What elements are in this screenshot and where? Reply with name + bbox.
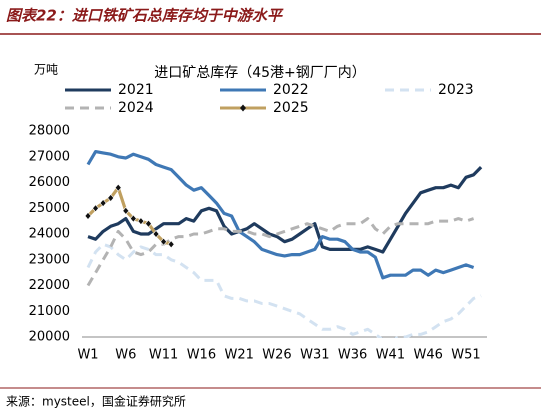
point-marker bbox=[92, 204, 99, 213]
y-tick-label: 26000 bbox=[29, 175, 70, 190]
y-tick-label: 23000 bbox=[29, 252, 70, 267]
source: 来源：mysteel，国金证券研究所 bbox=[6, 394, 186, 409]
legend-label: 2021 bbox=[118, 82, 154, 98]
series-line bbox=[86, 150, 475, 280]
x-tick-label: W51 bbox=[451, 348, 480, 363]
legend-label: 2023 bbox=[438, 82, 474, 98]
y-tick-label: 27000 bbox=[29, 149, 70, 164]
series-line bbox=[86, 242, 482, 338]
legend-marker bbox=[240, 104, 246, 112]
x-tick-label: W41 bbox=[376, 348, 405, 363]
series-line bbox=[87, 165, 483, 254]
header: 图表22：进口铁矿石总库存均于中游水平 bbox=[6, 7, 284, 25]
point-marker bbox=[84, 212, 92, 220]
point-marker bbox=[145, 219, 152, 228]
legend-label: 2025 bbox=[273, 100, 309, 116]
point-marker bbox=[107, 193, 115, 202]
legend-label: 2024 bbox=[118, 100, 154, 116]
point-marker bbox=[114, 183, 122, 192]
point-marker bbox=[160, 237, 167, 246]
y-tick-label: 22000 bbox=[29, 278, 70, 293]
y-tick-label: 21000 bbox=[29, 304, 70, 319]
x-tick-label: W26 bbox=[262, 348, 291, 363]
y-tick-label: 24000 bbox=[29, 227, 70, 242]
chart-title: 进口矿总库存（45港+钢厂厂内） bbox=[154, 65, 366, 81]
y-tick-label: 20000 bbox=[29, 330, 70, 345]
series-line bbox=[86, 217, 475, 287]
x-tick-label: W6 bbox=[115, 348, 136, 363]
y-tick-label: 25000 bbox=[29, 201, 70, 216]
x-tick-label: W31 bbox=[300, 348, 329, 363]
x-tick-label: W36 bbox=[338, 348, 367, 363]
x-tick-label: W11 bbox=[149, 348, 178, 363]
point-marker bbox=[129, 214, 137, 223]
y-unit: 万吨 bbox=[34, 63, 58, 77]
point-marker bbox=[152, 230, 160, 238]
x-tick-label: W21 bbox=[224, 348, 253, 363]
x-tick-label: W1 bbox=[77, 348, 98, 363]
x-tick-label: W46 bbox=[413, 348, 442, 363]
point-marker bbox=[167, 240, 175, 249]
legend-label: 2022 bbox=[273, 82, 309, 98]
y-tick-label: 28000 bbox=[29, 124, 70, 139]
x-tick-label: W16 bbox=[187, 348, 216, 363]
point-marker bbox=[99, 199, 107, 208]
plot-area bbox=[84, 150, 483, 338]
point-marker bbox=[122, 206, 130, 215]
point-marker bbox=[137, 217, 145, 226]
